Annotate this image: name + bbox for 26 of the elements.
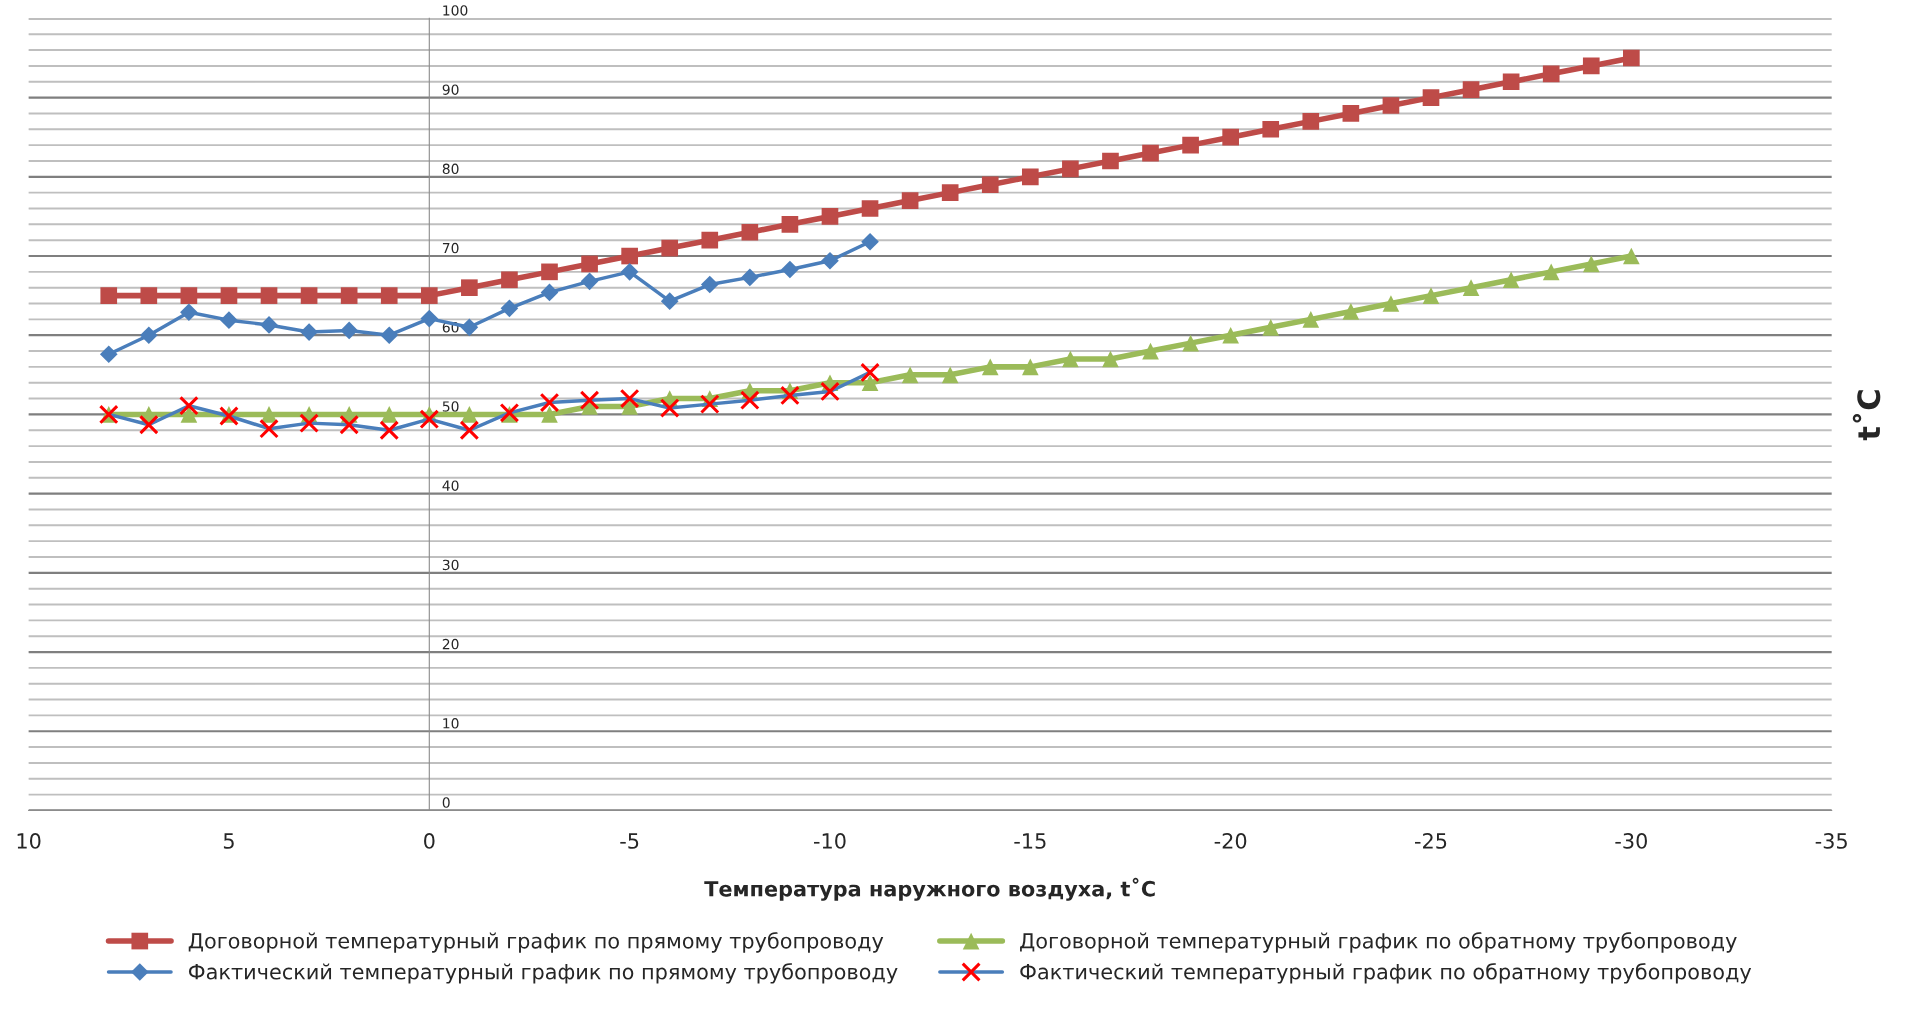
legend-label: Фактический температурный график по прямому трубопроводу: [188, 963, 898, 984]
x-tick-label: -25: [1415, 833, 1447, 849]
y-tick-label: 50: [442, 401, 459, 412]
x-tick-label: -30: [1615, 833, 1647, 849]
y-tick-label: 20: [442, 638, 459, 650]
y-tick-label: 90: [442, 84, 459, 95]
x-tick-label: -10: [813, 833, 846, 849]
x-tick-label: 10: [17, 833, 41, 849]
y-tick-label: 80: [442, 163, 459, 175]
x-tick-label: -20: [1214, 833, 1247, 849]
y-tick-label: 10: [443, 718, 459, 729]
x-tick-label: -35: [1815, 833, 1847, 849]
y-axis-title: t˚C: [1852, 390, 1881, 441]
y-tick-label: 70: [442, 242, 459, 254]
x-tick-label: 0: [424, 833, 435, 849]
y-tick-label: 100: [443, 5, 468, 16]
x-axis-title: Температура наружного воздуха, t˚C: [704, 877, 1155, 901]
y-tick-label: 40: [442, 480, 459, 491]
x-tick-label: 5: [223, 833, 234, 849]
x-tick-label: -5: [620, 833, 639, 849]
y-tick-label: 0: [442, 797, 450, 808]
y-tick-label: 30: [442, 559, 459, 571]
legend-label: Фактический температурный график по обратному трубопроводу: [1020, 963, 1752, 984]
x-tick-label: -15: [1014, 833, 1046, 849]
legend-label: Договорной температурный график по прямому трубопроводу: [188, 932, 884, 953]
legend-label: Договорной температурный график по обратному трубопроводу: [1020, 932, 1737, 953]
